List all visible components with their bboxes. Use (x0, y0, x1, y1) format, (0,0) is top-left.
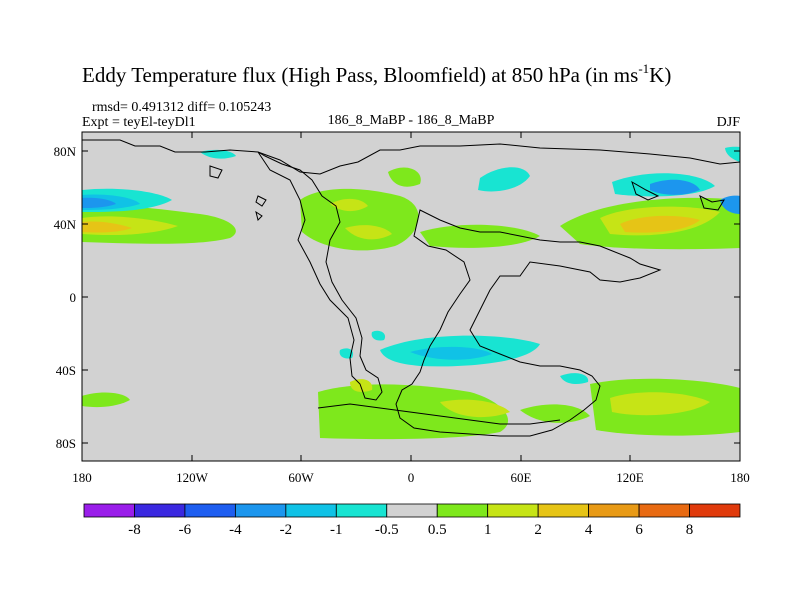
colorbar-label: -8 (128, 522, 141, 538)
colorbar-label: -1 (330, 522, 343, 538)
lon-tick-label: 60W (288, 470, 314, 485)
flux-band-south (82, 330, 740, 440)
flux-band-north (82, 146, 740, 251)
colorbar-label: 1 (484, 522, 492, 538)
season-label: DJF (717, 115, 741, 130)
lon-tick-label: 60E (511, 470, 532, 485)
colorbar-swatch (335, 503, 388, 518)
colorbar-label: 0.5 (428, 522, 447, 538)
lat-tick-label: 80S (56, 436, 76, 451)
lat-tick-label: 0 (70, 290, 77, 305)
colorbar-label: -6 (179, 522, 192, 538)
colorbar-swatch (234, 503, 287, 518)
colorbar-label: -0.5 (375, 522, 399, 538)
colorbar-label: -4 (229, 522, 242, 538)
map-title: Eddy Temperature flux (High Pass, Bloomf… (82, 61, 671, 87)
lon-tick-label: 180 (730, 470, 750, 485)
colorbar-swatch (689, 503, 741, 518)
lat-tick-label: 80N (54, 144, 77, 159)
stats-label: rmsd= 0.491312 diff= 0.105243 (92, 100, 271, 115)
colorbar-swatch (285, 503, 337, 518)
colorbar-swatch (638, 503, 690, 518)
colorbar-swatch (537, 503, 590, 518)
colorbar-swatch (386, 503, 438, 518)
lon-tick-label: 0 (408, 470, 415, 485)
colorbar-label: 2 (534, 522, 542, 538)
colorbar-label: 4 (585, 522, 593, 538)
colorbar-label: 6 (635, 522, 643, 538)
colorbar-swatch (134, 503, 186, 518)
colorbar-swatch (83, 503, 135, 518)
colorbar: -8 -6 -4 -2 -1 -0.5 0.5 1 2 4 6 8 (83, 503, 741, 538)
case-label: 186_8_MaBP - 186_8_MaBP (328, 113, 495, 128)
lon-axis (81, 132, 741, 461)
colorbar-label: -2 (280, 522, 293, 538)
lat-axis (82, 150, 740, 444)
colorbar-swatch (588, 503, 640, 518)
colorbar-label: 8 (686, 522, 694, 538)
lat-tick-label: 40N (54, 217, 77, 232)
lon-tick-label: 120E (616, 470, 644, 485)
colorbar-swatch (184, 503, 236, 518)
colorbar-swatch (436, 503, 489, 518)
lon-tick-label: 120W (176, 470, 209, 485)
colorbar-swatch (487, 503, 539, 518)
lat-tick-label: 40S (56, 363, 76, 378)
coastlines (82, 139, 740, 437)
map-panel (82, 132, 740, 461)
expt-label: Expt = teyEl-teyDl1 (82, 115, 196, 130)
lon-tick-label: 180 (72, 470, 92, 485)
